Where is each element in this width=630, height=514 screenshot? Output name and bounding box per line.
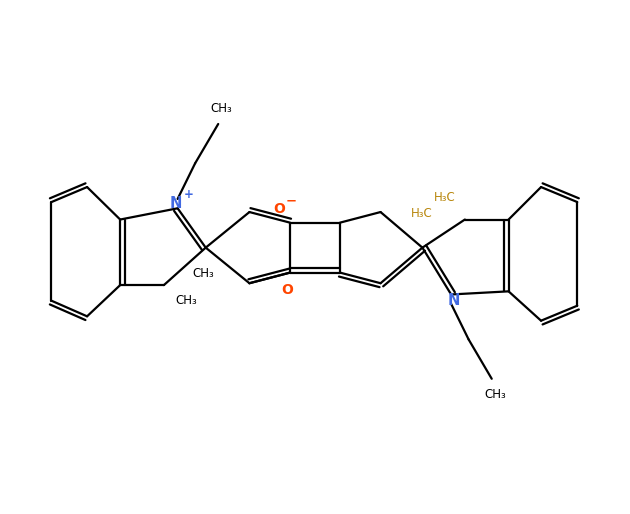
Text: CH₃: CH₃ — [210, 102, 232, 115]
Text: CH₃: CH₃ — [175, 294, 197, 307]
Text: O: O — [273, 202, 285, 216]
Text: CH₃: CH₃ — [192, 267, 214, 280]
Text: −: − — [286, 194, 297, 207]
Text: H₃C: H₃C — [411, 207, 432, 220]
Text: O: O — [281, 283, 293, 297]
Text: H₃C: H₃C — [433, 191, 455, 204]
Text: CH₃: CH₃ — [484, 388, 506, 401]
Text: N: N — [448, 293, 461, 308]
Text: +: + — [184, 188, 194, 201]
Text: N: N — [169, 196, 182, 211]
